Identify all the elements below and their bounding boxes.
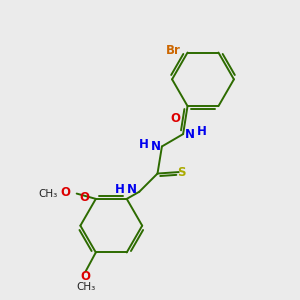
Text: O: O — [80, 270, 91, 284]
Text: O: O — [170, 112, 180, 125]
Text: H: H — [139, 138, 148, 151]
Text: O: O — [79, 191, 89, 204]
Text: CH₃: CH₃ — [38, 189, 58, 199]
Text: H: H — [115, 183, 125, 196]
Text: O: O — [60, 186, 70, 199]
Text: N: N — [150, 140, 161, 153]
Text: H: H — [196, 125, 206, 138]
Text: N: N — [184, 128, 195, 141]
Text: Br: Br — [166, 44, 181, 57]
Text: CH₃: CH₃ — [76, 282, 95, 292]
Text: N: N — [127, 183, 137, 196]
Text: S: S — [177, 166, 186, 178]
